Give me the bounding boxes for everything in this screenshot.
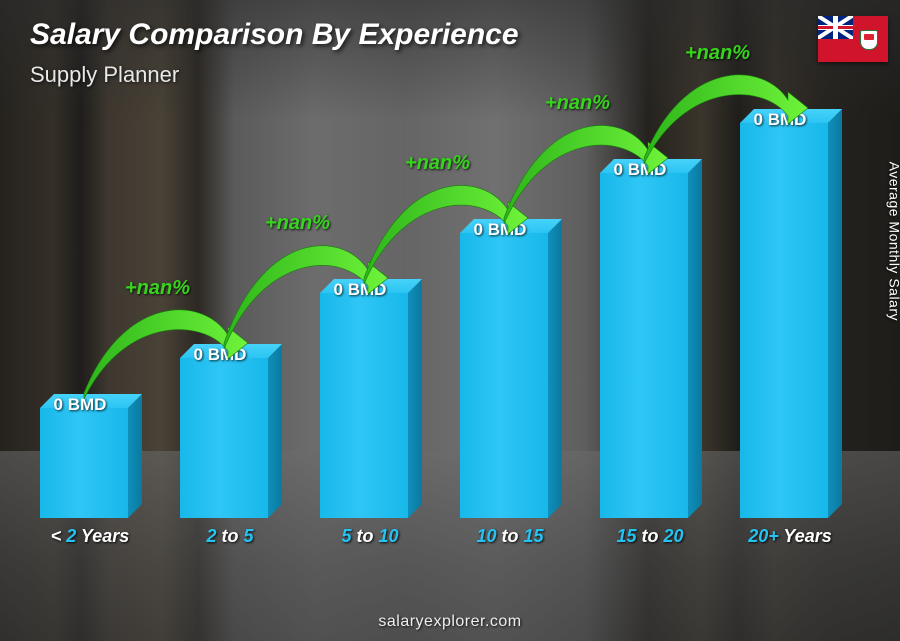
bar-shape bbox=[460, 233, 560, 518]
delta-label: +nan% bbox=[405, 152, 470, 175]
bar-value-label: 0 BMD bbox=[160, 345, 280, 365]
bar-4: 0 BMD15 to 20 bbox=[590, 173, 710, 547]
bar-3: 0 BMD10 to 15 bbox=[450, 233, 570, 547]
bar-shape bbox=[320, 293, 420, 518]
delta-label: +nan% bbox=[265, 212, 330, 235]
bar-shape bbox=[40, 408, 140, 518]
footer-attribution: salaryexplorer.com bbox=[0, 613, 900, 631]
bar-value-label: 0 BMD bbox=[720, 110, 840, 130]
x-axis-label: 5 to 10 bbox=[341, 526, 398, 547]
x-axis-label: 10 to 15 bbox=[476, 526, 543, 547]
bar-value-label: 0 BMD bbox=[440, 220, 560, 240]
x-axis-label: 20+ Years bbox=[748, 526, 832, 547]
bar-value-label: 0 BMD bbox=[20, 395, 140, 415]
flag-icon bbox=[818, 16, 888, 62]
x-axis-label: 15 to 20 bbox=[616, 526, 683, 547]
bar-shape bbox=[600, 173, 700, 518]
bar-1: 0 BMD2 to 5 bbox=[170, 358, 290, 547]
infographic-stage: Salary Comparison By Experience Supply P… bbox=[0, 0, 900, 641]
bar-value-label: 0 BMD bbox=[300, 280, 420, 300]
delta-label: +nan% bbox=[545, 92, 610, 115]
y-axis-label: Average Monthly Salary bbox=[886, 161, 900, 320]
bar-2: 0 BMD5 to 10 bbox=[310, 293, 430, 547]
x-axis-label: 2 to 5 bbox=[206, 526, 253, 547]
delta-label: +nan% bbox=[125, 277, 190, 300]
chart-title: Salary Comparison By Experience bbox=[30, 18, 519, 52]
bar-chart: 0 BMD< 2 Years0 BMD2 to 50 BMD5 to 100 B… bbox=[30, 120, 850, 571]
bars-container: 0 BMD< 2 Years0 BMD2 to 50 BMD5 to 100 B… bbox=[30, 120, 850, 547]
chart-subtitle: Supply Planner bbox=[30, 62, 179, 88]
bar-shape bbox=[740, 123, 840, 518]
bar-shape bbox=[180, 358, 280, 518]
x-axis-label: < 2 Years bbox=[51, 526, 130, 547]
bar-5: 0 BMD20+ Years bbox=[730, 123, 850, 547]
bar-value-label: 0 BMD bbox=[580, 160, 700, 180]
bar-0: 0 BMD< 2 Years bbox=[30, 408, 150, 547]
delta-label: +nan% bbox=[685, 42, 750, 65]
